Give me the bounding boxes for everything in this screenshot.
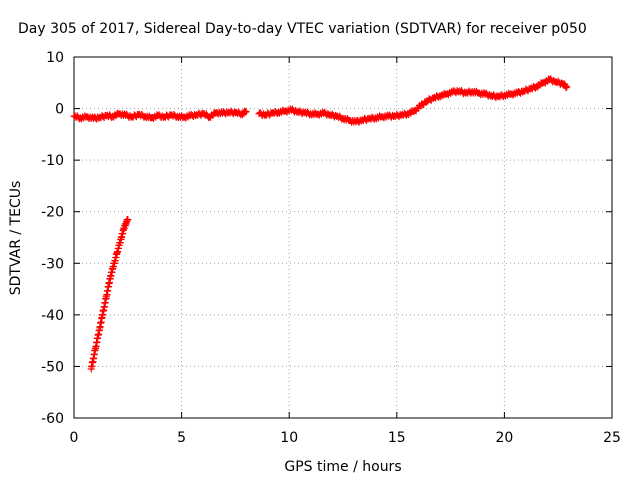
y-tick-label: -50 xyxy=(41,359,64,375)
chart-title: Day 305 of 2017, Sidereal Day-to-day VTE… xyxy=(18,21,587,37)
y-tick-label: -30 xyxy=(41,256,64,272)
x-axis-label: GPS time / hours xyxy=(284,459,401,475)
x-tick-label: 20 xyxy=(495,430,513,446)
y-tick-label: -60 xyxy=(41,411,64,427)
series-descending-segment xyxy=(87,215,132,373)
y-tick-label: -20 xyxy=(41,205,64,221)
y-tick-label: -40 xyxy=(41,308,64,324)
y-tick-label: -10 xyxy=(41,153,64,169)
plot-frame xyxy=(73,56,613,419)
y-axis-label: SDTVAR / TECUs xyxy=(8,181,24,296)
series-main-SDTVAR xyxy=(70,75,571,126)
axis-ticks xyxy=(73,56,613,419)
data-marks xyxy=(70,75,571,373)
x-tick-label: 15 xyxy=(388,430,406,446)
x-tick-label: 5 xyxy=(177,430,186,446)
x-tick-label: 10 xyxy=(280,430,298,446)
x-tick-label: 0 xyxy=(70,430,79,446)
y-tick-label: 10 xyxy=(46,50,64,66)
x-tick-label: 25 xyxy=(603,430,621,446)
y-tick-label: 0 xyxy=(55,102,64,118)
y-tick-labels: 10 0 -10 -20 -30 -40 -50 -60 xyxy=(41,50,64,427)
x-tick-labels: 0 5 10 15 20 25 xyxy=(70,430,621,446)
grid-lines xyxy=(74,57,612,418)
